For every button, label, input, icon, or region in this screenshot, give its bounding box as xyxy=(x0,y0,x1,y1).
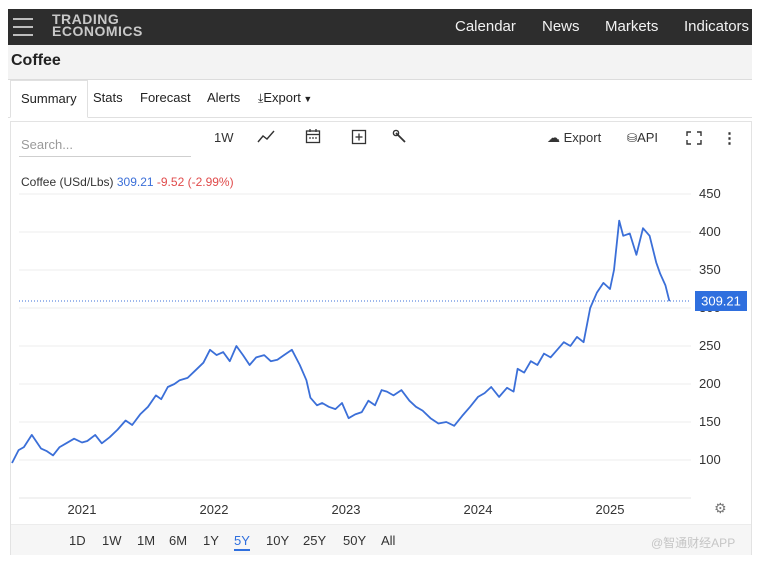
range-25y[interactable]: 25Y xyxy=(303,533,327,548)
range-1y[interactable]: 1Y xyxy=(203,533,219,548)
download-icon: ⤓ xyxy=(258,91,264,105)
last-price-badge xyxy=(695,291,747,312)
range-1w[interactable]: 1W xyxy=(102,533,122,548)
logo-line-1: TRADING xyxy=(52,11,120,27)
interval-selector[interactable]: 1W xyxy=(214,130,234,145)
y-tick-label: 200 xyxy=(699,376,721,391)
range-5y[interactable]: 5Y xyxy=(234,533,250,551)
tab-bar: Summary Stats Forecast Alerts ⤓Export ▼ xyxy=(8,80,752,118)
range-1d[interactable]: 1D xyxy=(69,533,86,548)
tab-export[interactable]: ⤓Export ▼ xyxy=(258,90,312,106)
calendar-icon[interactable] xyxy=(305,128,321,144)
last-price-label: 309.21 xyxy=(701,294,741,309)
y-tick-label: 150 xyxy=(699,414,721,429)
x-tick-label: 2022 xyxy=(200,502,229,517)
nav-news[interactable]: News xyxy=(542,18,580,35)
chart-type-icon[interactable] xyxy=(257,130,275,144)
range-6m[interactable]: 6M xyxy=(169,533,188,548)
price-chart[interactable]: 1001502002503003504004502021202220232024… xyxy=(11,122,751,524)
range-1m[interactable]: 1M xyxy=(137,533,156,548)
y-tick-label: 100 xyxy=(699,452,721,467)
nav-calendar[interactable]: Calendar xyxy=(455,18,516,35)
legend-price: 309.21 xyxy=(116,175,154,189)
trading-economics-logo[interactable]: TRADING ECONOMICS xyxy=(52,11,143,39)
tab-summary[interactable]: Summary xyxy=(10,80,88,118)
page-title: Coffee xyxy=(11,52,61,69)
wrench-icon[interactable] xyxy=(392,129,408,145)
chart-panel: 1W ☁ Export ⛁API ⋮ Coffee (USd/Lbs) 309.… xyxy=(10,121,752,555)
hamburger-menu-icon[interactable] xyxy=(13,18,33,36)
tab-forecast[interactable]: Forecast xyxy=(140,90,191,105)
x-tick-label: 2025 xyxy=(596,502,625,517)
y-tick-label: 450 xyxy=(699,186,721,201)
tab-stats[interactable]: Stats xyxy=(93,90,123,105)
range-50y[interactable]: 50Y xyxy=(343,533,367,548)
nav-markets[interactable]: Markets xyxy=(605,18,659,35)
chart-legend: Coffee (USd/Lbs) 309.21 -9.52 (-2.99%) xyxy=(21,175,234,189)
settings-gear-icon[interactable]: ⚙ xyxy=(714,501,727,517)
x-tick-label: 2024 xyxy=(464,502,493,517)
legend-change: -9.52 (-2.99%) xyxy=(156,175,234,189)
range-10y[interactable]: 10Y xyxy=(266,533,290,548)
x-tick-label: 2021 xyxy=(68,502,97,517)
tab-export-label: Export xyxy=(263,90,301,105)
api-label: API xyxy=(637,130,659,145)
more-options-icon[interactable]: ⋮ xyxy=(722,130,737,147)
watermark: @智通财经APP xyxy=(651,536,736,550)
page-title-bar: Coffee xyxy=(8,45,752,80)
nav-indicators[interactable]: Indicators xyxy=(684,18,750,35)
y-tick-label: 250 xyxy=(699,338,721,353)
api-button[interactable]: ⛁API xyxy=(627,130,658,145)
x-tick-label: 2023 xyxy=(332,502,361,517)
range-bar: 1D 1W 1M 6M 1Y 5Y 10Y 25Y 50Y All @智通财经APP xyxy=(11,524,751,555)
database-icon: ⛁ xyxy=(627,131,638,145)
export-label: Export xyxy=(563,130,602,145)
cloud-download-icon: ☁ xyxy=(547,130,560,145)
tab-alerts[interactable]: Alerts xyxy=(207,90,241,105)
range-all[interactable]: All xyxy=(381,533,396,548)
search-input[interactable] xyxy=(19,132,191,157)
series-line xyxy=(11,219,671,464)
logo-line-2: ECONOMICS xyxy=(52,23,143,39)
y-tick-label: 350 xyxy=(699,262,721,277)
legend-series-name: Coffee (USd/Lbs) xyxy=(21,175,114,189)
top-nav-bar: TRADING ECONOMICS Calendar News Markets … xyxy=(8,9,752,45)
export-button[interactable]: ☁ Export xyxy=(547,130,601,146)
compare-add-icon[interactable] xyxy=(351,129,367,145)
caret-down-icon: ▼ xyxy=(300,94,313,104)
fullscreen-icon[interactable] xyxy=(686,131,702,145)
y-tick-label: 400 xyxy=(699,224,721,239)
